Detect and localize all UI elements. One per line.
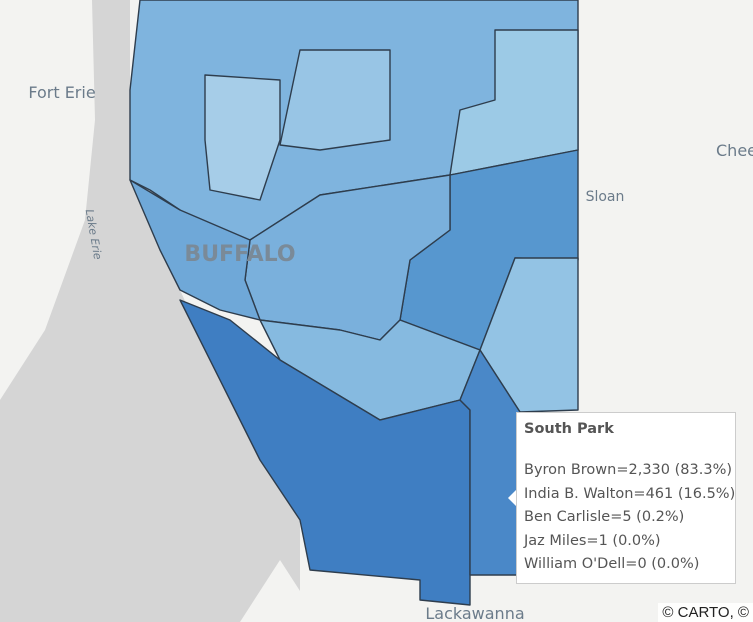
district [479, 257, 579, 413]
tooltip-row: William O'Dell=0 (0.0%) [524, 556, 700, 572]
tooltip-row: Jaz Miles=1 (0.0%) [524, 532, 661, 549]
place-label: Chee [716, 141, 753, 160]
place-label: Fort Erie [28, 83, 95, 102]
tooltip: South Park Byron Brown=2,330 (83.3%) Indi… [516, 412, 736, 584]
water [0, 0, 300, 622]
tooltip-row: India B. Walton=461 (16.5%) [524, 485, 736, 502]
place-label: Sloan [586, 189, 625, 205]
district [204, 74, 281, 201]
district [179, 299, 471, 606]
tooltip-title: South Park [524, 421, 614, 437]
tooltip-pointer [508, 490, 516, 506]
attribution[interactable]: © CARTO, © [658, 603, 753, 622]
land [240, 560, 320, 622]
tooltip-row: Ben Carlisle=5 (0.2%) [524, 509, 685, 525]
tooltip-rows: Byron Brown=2,330 (83.3%) India B. Walton… [524, 459, 736, 577]
place-label: BUFFALO [184, 242, 295, 267]
place-label: Lackawanna [425, 604, 524, 622]
tooltip-row: Byron Brown=2,330 (83.3%) [524, 462, 732, 478]
district [279, 49, 391, 151]
districts [129, 0, 579, 606]
